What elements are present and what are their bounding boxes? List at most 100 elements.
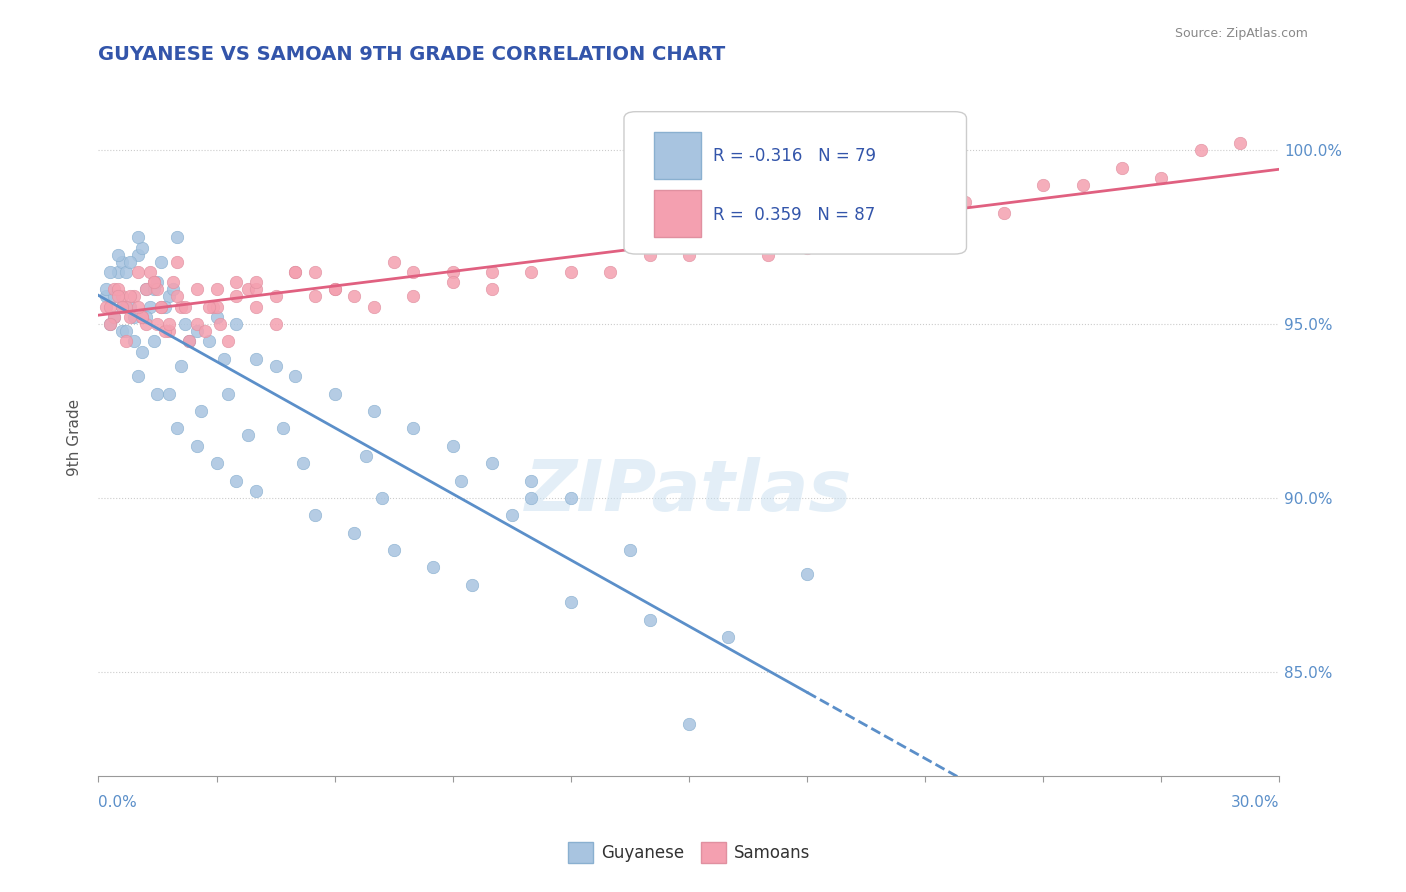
Point [450,474,472,488]
Point [796,241,818,255]
Point [127,265,149,279]
Point [560,265,582,279]
Point [155,324,177,338]
Point [225,289,247,303]
Point [382,254,405,268]
Point [118,310,141,325]
Point [217,334,239,349]
Point [111,300,134,314]
Text: GUYANESE VS SAMOAN 9TH GRADE CORRELATION CHART: GUYANESE VS SAMOAN 9TH GRADE CORRELATION… [98,45,725,63]
Point [197,334,219,349]
Point [146,276,169,290]
Point [284,369,307,384]
Point [678,717,700,731]
Point [127,300,149,314]
Text: ZIPatlas: ZIPatlas [526,457,852,525]
Point [197,300,219,314]
Point [245,300,267,314]
Point [225,276,247,290]
Point [245,282,267,296]
Point [118,300,141,314]
Point [796,567,818,582]
Point [174,300,197,314]
Point [273,421,295,435]
Point [323,386,346,401]
Point [115,300,138,314]
Point [157,324,180,338]
Point [115,334,138,349]
Point [170,359,193,373]
Point [520,491,543,505]
Point [441,276,464,290]
Text: R = -0.316   N = 79: R = -0.316 N = 79 [713,147,876,165]
Point [1150,171,1173,186]
Point [304,508,326,523]
Point [118,289,141,303]
Point [875,212,897,227]
Point [343,289,366,303]
Point [122,334,145,349]
Point [236,282,259,296]
Point [98,317,121,331]
Point [150,254,173,268]
Point [103,289,125,303]
Point [835,230,858,244]
Point [111,324,134,338]
Point [264,317,287,331]
Point [481,456,503,470]
Point [1032,178,1054,192]
Point [264,359,287,373]
Point [166,289,188,303]
Point [354,449,377,463]
Point [264,289,287,303]
FancyBboxPatch shape [624,112,966,254]
Point [186,324,208,338]
Point [638,247,661,261]
Point [98,265,121,279]
Point [186,317,208,331]
Point [190,404,212,418]
Point [402,289,425,303]
Point [170,300,193,314]
Point [142,276,165,290]
Point [217,386,239,401]
Point [441,439,464,453]
Point [717,630,740,644]
Point [166,421,188,435]
Point [177,334,200,349]
Point [363,404,385,418]
Point [1111,161,1133,175]
Point [142,334,165,349]
Point [135,317,157,331]
Point [98,317,121,331]
Point [118,254,141,268]
Point [115,265,138,279]
Point [103,282,125,296]
Point [162,282,184,296]
Point [717,230,740,244]
Point [481,282,503,296]
Point [205,300,228,314]
Point [225,474,247,488]
Point [292,456,315,470]
Point [461,578,484,592]
Point [122,289,145,303]
Point [638,613,661,627]
Text: Source: ZipAtlas.com: Source: ZipAtlas.com [1174,27,1308,40]
Point [142,276,165,290]
Point [174,317,197,331]
Point [142,282,165,296]
Bar [654,190,700,237]
Point [205,456,228,470]
Point [245,351,267,366]
Point [245,276,267,290]
Point [98,300,121,314]
Point [135,310,157,325]
Point [756,247,779,261]
Point [103,310,125,325]
Point [953,195,976,210]
Point [166,230,188,244]
Point [205,310,228,325]
Point [1071,178,1094,192]
Point [157,289,180,303]
